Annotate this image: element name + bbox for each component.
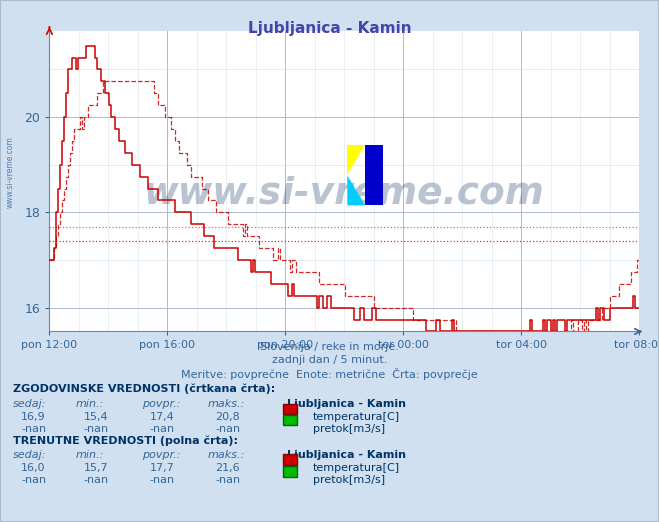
Text: temperatura[C]: temperatura[C] — [313, 412, 400, 422]
Text: 16,0: 16,0 — [21, 463, 45, 473]
Text: Ljubljanica - Kamin: Ljubljanica - Kamin — [287, 399, 406, 409]
Text: pretok[m3/s]: pretok[m3/s] — [313, 424, 385, 434]
Text: Slovenija / reke in morje.: Slovenija / reke in morje. — [260, 342, 399, 352]
Text: -nan: -nan — [84, 424, 109, 434]
Text: www.si-vreme.com: www.si-vreme.com — [144, 175, 545, 211]
Text: pretok[m3/s]: pretok[m3/s] — [313, 475, 385, 485]
Text: zadnji dan / 5 minut.: zadnji dan / 5 minut. — [272, 355, 387, 365]
Text: 20,8: 20,8 — [215, 412, 241, 422]
Text: maks.:: maks.: — [208, 450, 245, 460]
Polygon shape — [347, 145, 365, 175]
Text: TRENUTNE VREDNOSTI (polna črta):: TRENUTNE VREDNOSTI (polna črta): — [13, 436, 238, 446]
Text: 16,9: 16,9 — [21, 412, 45, 422]
Text: Meritve: povprečne  Enote: metrične  Črta: povprečje: Meritve: povprečne Enote: metrične Črta:… — [181, 368, 478, 380]
Text: -nan: -nan — [215, 424, 241, 434]
Text: -nan: -nan — [84, 475, 109, 485]
Text: povpr.:: povpr.: — [142, 450, 180, 460]
Text: www.si-vreme.com: www.si-vreme.com — [5, 136, 14, 208]
Text: 15,4: 15,4 — [84, 412, 108, 422]
Text: min.:: min.: — [76, 450, 104, 460]
Text: 21,6: 21,6 — [215, 463, 240, 473]
Text: sedaj:: sedaj: — [13, 399, 47, 409]
Text: -nan: -nan — [21, 475, 46, 485]
Polygon shape — [347, 175, 365, 205]
Text: maks.:: maks.: — [208, 399, 245, 409]
Text: -nan: -nan — [150, 475, 175, 485]
Text: -nan: -nan — [21, 424, 46, 434]
Text: povpr.:: povpr.: — [142, 399, 180, 409]
Text: ZGODOVINSKE VREDNOSTI (črtkana črta):: ZGODOVINSKE VREDNOSTI (črtkana črta): — [13, 384, 275, 394]
Text: min.:: min.: — [76, 399, 104, 409]
Polygon shape — [365, 145, 383, 205]
Text: Ljubljanica - Kamin: Ljubljanica - Kamin — [287, 450, 406, 460]
Text: temperatura[C]: temperatura[C] — [313, 463, 400, 473]
Text: 15,7: 15,7 — [84, 463, 108, 473]
Text: 17,7: 17,7 — [150, 463, 175, 473]
Text: 17,4: 17,4 — [150, 412, 175, 422]
Text: sedaj:: sedaj: — [13, 450, 47, 460]
Text: -nan: -nan — [150, 424, 175, 434]
Text: Ljubljanica - Kamin: Ljubljanica - Kamin — [248, 21, 411, 36]
Text: -nan: -nan — [215, 475, 241, 485]
